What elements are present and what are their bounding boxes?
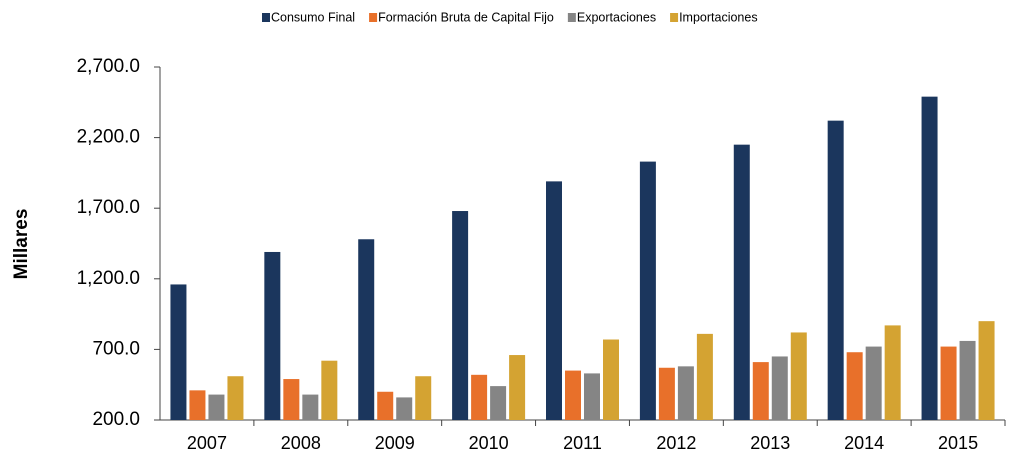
bar [733, 144, 750, 420]
bar [978, 321, 995, 420]
y-tick-label: 2,200.0 [77, 127, 140, 148]
y-tick-label: 700.0 [92, 338, 140, 359]
y-tick-label: 1,700.0 [77, 197, 140, 218]
bar [452, 211, 469, 420]
bar [264, 251, 281, 420]
bar [208, 394, 225, 420]
bar [865, 346, 882, 420]
bar [940, 346, 957, 420]
x-tick-label: 2012 [656, 433, 696, 453]
bar [546, 181, 562, 420]
bar [358, 239, 375, 420]
bar [302, 394, 319, 420]
x-tick-label: 2014 [844, 433, 884, 453]
legend-label: Consumo Final [271, 10, 355, 24]
bar [696, 333, 713, 420]
x-tick-label: 2013 [750, 433, 790, 453]
x-tick-label: 2007 [187, 433, 227, 453]
y-axis-label: Millares [11, 209, 32, 280]
bar [584, 373, 600, 420]
bar [509, 355, 526, 420]
legend-swatch [567, 13, 576, 22]
bar [884, 325, 901, 420]
legend-swatch [262, 13, 270, 22]
bar [415, 376, 432, 420]
bar [396, 397, 413, 420]
bar [603, 339, 619, 420]
bar [189, 390, 206, 420]
bar [790, 332, 807, 420]
bar [227, 376, 244, 420]
bar [959, 340, 976, 420]
bar [771, 356, 788, 420]
bar [846, 352, 863, 420]
x-tick-label: 2015 [938, 433, 978, 453]
bar [565, 370, 581, 420]
bar [921, 96, 938, 420]
x-tick-label: 2008 [281, 433, 321, 453]
y-tick-label: 200.0 [92, 409, 140, 430]
x-tick-label: 2010 [469, 433, 509, 453]
x-tick-label: 2009 [375, 433, 415, 453]
bar [827, 120, 844, 420]
y-tick-label: 1,200.0 [77, 268, 140, 289]
legend-swatch [670, 13, 679, 22]
legend-label: Formación Bruta de Capital Fijo [378, 10, 554, 24]
bar [283, 379, 300, 420]
bar [321, 360, 338, 420]
legend-label: Importaciones [679, 10, 758, 24]
bar [170, 284, 187, 420]
bar [639, 161, 656, 420]
bar [752, 362, 769, 420]
x-tick-label: 2011 [563, 433, 602, 453]
bar [377, 391, 394, 420]
bar [658, 367, 675, 420]
legend-swatch [369, 13, 378, 22]
bar [471, 374, 488, 420]
legend-label: Exportaciones [577, 10, 656, 24]
bar [490, 386, 507, 420]
bar [677, 366, 694, 420]
y-tick-label: 2,700.0 [77, 56, 140, 77]
